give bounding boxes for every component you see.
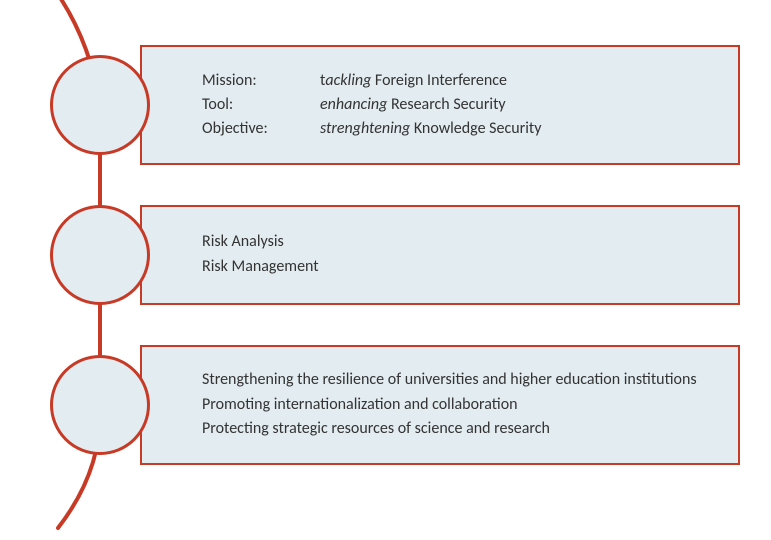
kv-label: Tool:: [202, 93, 320, 117]
kv-value-italic: strenghtening: [320, 119, 410, 138]
content-box-2: Risk AnalysisRisk Management: [140, 205, 740, 305]
node-circle-2: [50, 205, 150, 305]
kv-label: Mission:: [202, 69, 320, 93]
kv-row: Tool:enhancing Research Security: [202, 93, 716, 117]
content-box-3: Strengthening the resilience of universi…: [140, 345, 740, 465]
kv-value-italic: enhancing: [320, 95, 387, 114]
kv-value: tackling Foreign Interference: [320, 69, 507, 93]
content-line: Protecting strategic resources of scienc…: [202, 417, 716, 442]
kv-value-rest: Research Security: [387, 95, 505, 114]
content-line: Risk Analysis: [202, 230, 716, 255]
content-line: Promoting internationalization and colla…: [202, 393, 716, 418]
node-circle-3: [50, 355, 150, 455]
kv-value: enhancing Research Security: [320, 93, 506, 117]
kv-value-rest: Knowledge Security: [410, 119, 541, 138]
kv-value-italic: ackling: [325, 71, 371, 90]
kv-row: Objective:strenghtening Knowledge Securi…: [202, 117, 716, 141]
kv-value-rest: Foreign Interference: [371, 71, 507, 90]
kv-label: Objective:: [202, 117, 320, 141]
node-circle-1: [50, 55, 150, 155]
kv-value: strenghtening Knowledge Security: [320, 117, 541, 141]
kv-row: Mission:tackling Foreign Interference: [202, 69, 716, 93]
content-line: Risk Management: [202, 255, 716, 280]
content-line: Strengthening the resilience of universi…: [202, 368, 716, 393]
content-box-1: Mission:tackling Foreign InterferenceToo…: [140, 45, 740, 165]
diagram-stage: Mission:tackling Foreign InterferenceToo…: [0, 0, 771, 540]
